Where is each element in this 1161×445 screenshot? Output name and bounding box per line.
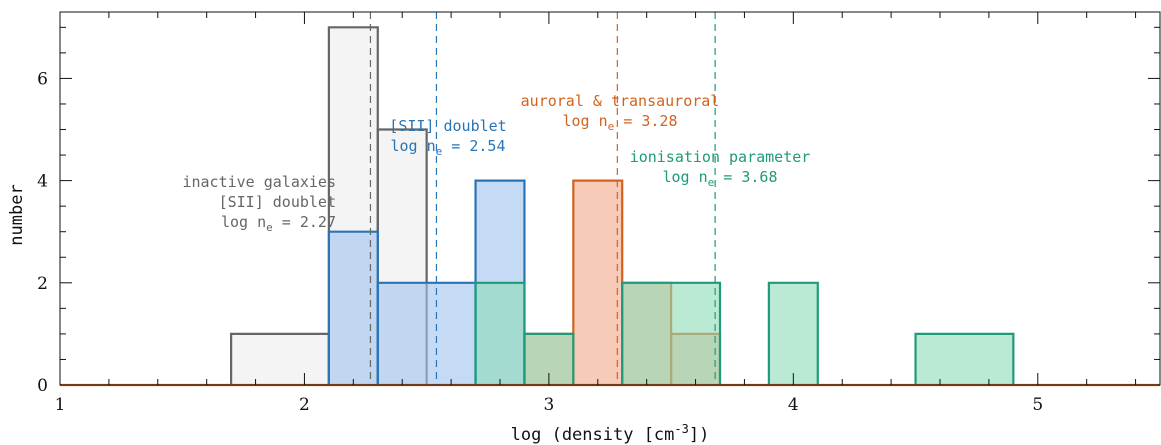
bar-s0-b0: [231, 333, 329, 385]
annotation-ne-sub: e: [708, 176, 715, 189]
bar-s3-b3: [768, 282, 818, 385]
annotation-0-ne: log ne = 2.27: [221, 213, 336, 234]
x-tick-label: 5: [1032, 395, 1043, 415]
annotation-0-line-1: [SII] doublet: [219, 193, 336, 211]
x-tick-label: 1: [55, 395, 66, 415]
plot-frame: [59, 11, 1161, 386]
annotation-0-line-0: inactive galaxies: [182, 173, 336, 191]
bar-s3-b0: [475, 282, 525, 385]
annotation-3-ne: log ne = 3.68: [663, 168, 778, 189]
x-axis-label-main: log (density [cm: [511, 425, 675, 445]
y-axis-label: number: [7, 184, 27, 245]
annotation-2-ne: log ne = 3.28: [563, 112, 678, 133]
y-tick-label: 2: [37, 274, 48, 294]
bar-outline-s3-b2: [621, 281, 722, 385]
histogram-bars: [230, 26, 1015, 386]
annotation-ne-prefix: log n: [221, 213, 266, 231]
bar-s1-b1: [377, 282, 476, 385]
bar-outline-s3-b3: [767, 281, 819, 385]
x-tick-label: 2: [299, 395, 310, 415]
annotation-ne-sub: e: [436, 145, 443, 158]
annotation-ne-value: = 3.68: [714, 168, 777, 186]
y-tick-label: 6: [37, 69, 48, 89]
bar-s3-b2: [622, 282, 720, 385]
annotation-ne-prefix: log n: [391, 137, 436, 155]
series-3: [474, 281, 1015, 385]
annotation-3-line-0: ionisation parameter: [630, 148, 811, 166]
x-axis-label-sup: -3: [674, 422, 688, 436]
annotation-ne-sub: e: [608, 120, 615, 133]
annotation-ne-value: = 2.27: [273, 213, 336, 231]
y-tick-label: 0: [37, 376, 48, 396]
annotation-ne-value: = 3.28: [614, 112, 677, 130]
annotation-2-line-0: auroral & transauroral: [521, 92, 720, 110]
annotation-ne-prefix: log n: [663, 168, 708, 186]
annotation-1-ne: log ne = 2.54: [391, 137, 506, 158]
bar-outline-s3-b1: [523, 332, 575, 385]
x-tick-label: 4: [788, 395, 799, 415]
bar-s3-b4: [915, 333, 1014, 385]
bar-outline-s3-b4: [914, 332, 1015, 385]
bar-s1-b0: [328, 231, 378, 385]
annotation-ne-sub: e: [266, 221, 273, 234]
y-tick-label: 4: [37, 172, 48, 192]
annotation-ne-prefix: log n: [563, 112, 608, 130]
x-axis-label: log (density [cm-3]): [511, 422, 710, 445]
x-axis-label-end: ]): [689, 425, 709, 445]
annotation-1-line-0: [SII] doublet: [389, 117, 506, 135]
x-tick-label: 3: [543, 395, 554, 415]
axes: 1 2 3 4 5 0 2 4 6: [37, 11, 1161, 415]
bar-s2-b1: [573, 180, 623, 385]
median-lines: [369, 12, 716, 385]
annotation-ne-value: = 2.54: [442, 137, 505, 155]
